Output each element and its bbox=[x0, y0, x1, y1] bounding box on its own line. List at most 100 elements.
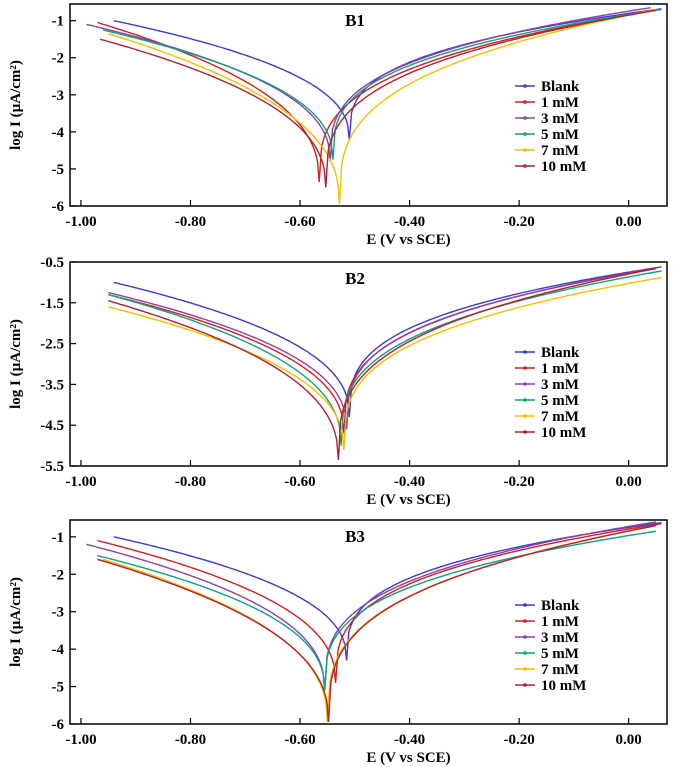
x-tick-label: -0.60 bbox=[284, 732, 315, 748]
legend-label: 7 mM bbox=[541, 409, 579, 425]
legend-marker bbox=[523, 132, 527, 136]
legend-marker bbox=[523, 382, 527, 386]
legend-label: Blank bbox=[541, 79, 580, 95]
y-tick-label: -2 bbox=[52, 51, 65, 67]
plot-frame bbox=[69, 3, 668, 207]
series-line-1-mm bbox=[97, 523, 662, 683]
x-tick-label: -0.40 bbox=[394, 214, 425, 230]
x-axis-label: E (V vs SCE) bbox=[366, 492, 450, 508]
legend-marker bbox=[523, 667, 527, 671]
legend-marker bbox=[523, 683, 527, 687]
x-tick-label: -0.20 bbox=[503, 732, 534, 748]
legend-marker bbox=[523, 651, 527, 655]
series-line-5-mm bbox=[97, 530, 657, 691]
chart-title: B1 bbox=[345, 11, 365, 30]
series-line-5-mm bbox=[108, 270, 662, 446]
legend-marker bbox=[523, 603, 527, 607]
x-tick-label: -0.80 bbox=[175, 732, 206, 748]
series-line-10-mm bbox=[99, 9, 657, 188]
chart-title: B3 bbox=[345, 527, 365, 546]
chart-panel-b3: -1.00 -0.80 -0.60 -0.40 -0.20 0.00 -1 -2 -3 -4 -5 -… bbox=[8, 519, 668, 766]
y-tick-label: -5.5 bbox=[40, 459, 64, 475]
series-line-blank bbox=[113, 8, 662, 140]
legend-marker bbox=[523, 164, 527, 168]
y-tick-label: -5 bbox=[52, 680, 65, 696]
series-line-5-mm bbox=[102, 8, 662, 160]
series-line-10-mm bbox=[97, 524, 657, 723]
x-tick-label: 0.00 bbox=[616, 474, 642, 490]
x-tick-label: -0.80 bbox=[175, 474, 206, 490]
legend-label: 1 mM bbox=[541, 361, 579, 377]
y-tick-label: -2.5 bbox=[40, 337, 64, 353]
legend-label: 5 mM bbox=[541, 646, 579, 662]
legend-marker bbox=[523, 430, 527, 434]
chart-panel-b1: -1.00 -0.80 -0.60 -0.40 -0.20 0.00 -1 -2 -3 -4 -5 -… bbox=[8, 3, 668, 248]
legend-marker bbox=[523, 84, 527, 88]
x-tick-label: 0.00 bbox=[616, 732, 642, 748]
y-tick-label: -1 bbox=[52, 530, 65, 546]
y-tick-label: -6 bbox=[52, 199, 65, 215]
x-tick-label: -1.00 bbox=[65, 732, 96, 748]
y-tick-label: -3 bbox=[52, 88, 65, 104]
y-tick-label: -1 bbox=[52, 14, 65, 30]
x-tick-label: -0.20 bbox=[503, 474, 534, 490]
y-tick-label: -4 bbox=[52, 642, 65, 658]
y-tick-label: -5 bbox=[52, 162, 65, 178]
legend-label: 10 mM bbox=[541, 678, 586, 694]
x-tick-label: 0.00 bbox=[616, 214, 642, 230]
series-line-7-mm bbox=[108, 8, 657, 205]
series-line-blank bbox=[113, 266, 662, 418]
x-axis-label: E (V vs SCE) bbox=[366, 232, 450, 248]
chart-panel-b2: -1.00 -0.80 -0.60 -0.40 -0.20 0.00 -0.5 -1.5 -2.… bbox=[8, 255, 668, 508]
series-line-10-mm bbox=[108, 267, 657, 460]
legend-label: Blank bbox=[541, 345, 580, 361]
plot-frame bbox=[69, 519, 668, 725]
legend-label: 1 mM bbox=[541, 614, 579, 630]
y-tick-label: -4.5 bbox=[40, 418, 64, 434]
legend-marker bbox=[523, 414, 527, 418]
x-tick-label: -0.60 bbox=[284, 474, 315, 490]
y-tick-label: -3 bbox=[52, 605, 65, 621]
x-tick-label: -1.00 bbox=[65, 214, 96, 230]
legend-marker bbox=[523, 116, 527, 120]
legend-marker bbox=[523, 100, 527, 104]
x-tick-label: -1.00 bbox=[65, 474, 96, 490]
y-tick-label: -6 bbox=[52, 717, 65, 733]
x-tick-label: -0.40 bbox=[394, 474, 425, 490]
x-tick-label: -0.80 bbox=[175, 214, 206, 230]
x-tick-label: -0.20 bbox=[503, 214, 534, 230]
legend-label: 3 mM bbox=[541, 111, 579, 127]
y-tick-label: -2 bbox=[52, 567, 65, 583]
legend-label: 5 mM bbox=[541, 393, 579, 409]
y-tick-label: -4 bbox=[52, 125, 65, 141]
legend-label: 7 mM bbox=[541, 143, 579, 159]
x-tick-label: -0.40 bbox=[394, 732, 425, 748]
y-tick-label: -3.5 bbox=[40, 377, 64, 393]
y-axis-label: log I (µA/cm²) bbox=[8, 60, 24, 150]
plot-frame bbox=[69, 261, 668, 467]
legend-marker bbox=[523, 350, 527, 354]
chart-title: B2 bbox=[345, 269, 365, 288]
series-line-3-mm bbox=[108, 267, 657, 430]
series-line-7-mm bbox=[108, 276, 662, 450]
legend-label: 5 mM bbox=[541, 127, 579, 143]
x-tick-label: -0.60 bbox=[284, 214, 315, 230]
legend-label: 10 mM bbox=[541, 425, 586, 441]
legend-label: 7 mM bbox=[541, 662, 579, 678]
x-axis-label: E (V vs SCE) bbox=[366, 750, 450, 766]
legend-marker bbox=[523, 398, 527, 402]
legend-marker bbox=[523, 366, 527, 370]
legend-marker bbox=[523, 619, 527, 623]
y-axis-label: log I (µA/cm²) bbox=[8, 577, 24, 667]
legend-marker bbox=[523, 148, 527, 152]
legend-label: 3 mM bbox=[541, 377, 579, 393]
legend-label: 3 mM bbox=[541, 630, 579, 646]
y-tick-label: -0.5 bbox=[40, 255, 64, 271]
y-tick-label: -1.5 bbox=[40, 296, 64, 312]
legend-label: 1 mM bbox=[541, 95, 579, 111]
legend-label: Blank bbox=[541, 598, 580, 614]
legend-marker bbox=[523, 635, 527, 639]
legend-label: 10 mM bbox=[541, 159, 586, 175]
y-axis-label: log I (µA/cm²) bbox=[8, 319, 24, 409]
